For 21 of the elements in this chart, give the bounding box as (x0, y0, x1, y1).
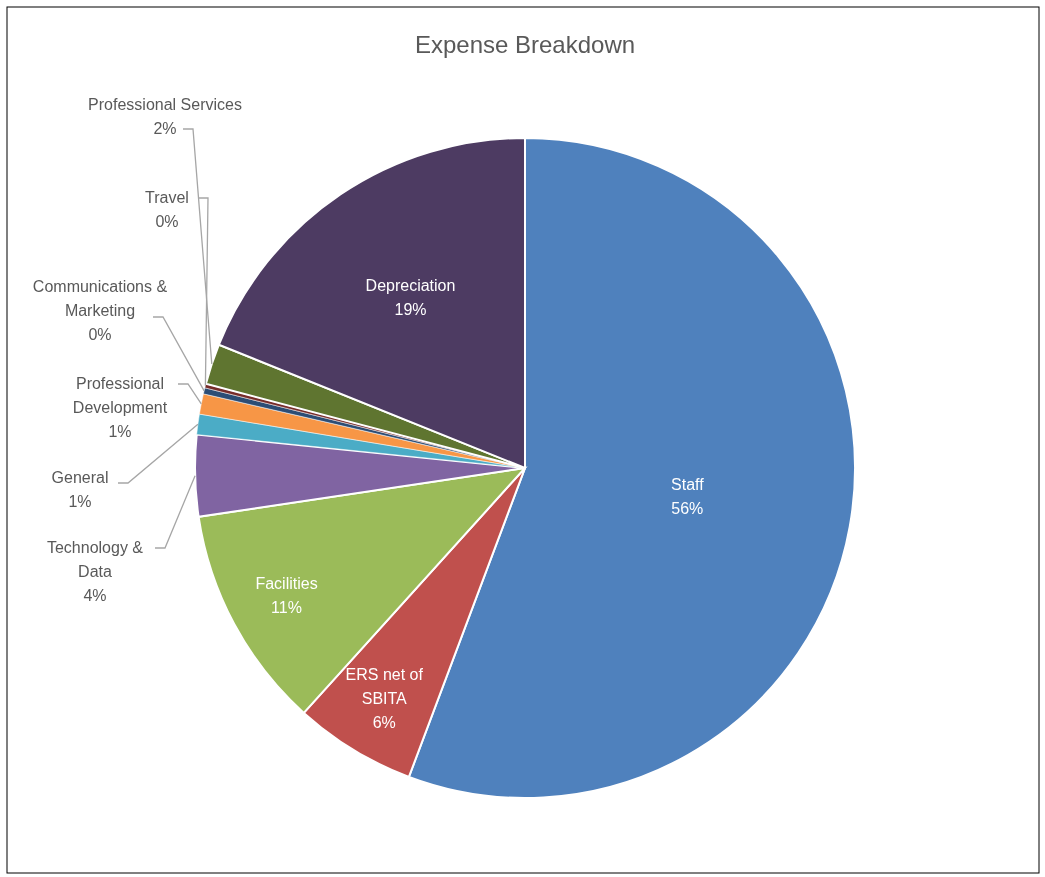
slice-label: Facilities (255, 574, 318, 592)
data-label: 1% (108, 423, 132, 440)
slice-label: Professional Services (88, 96, 242, 113)
slice-label: ERS net of SBITA (345, 666, 424, 708)
data-label: 0% (88, 326, 112, 343)
data-label: 0% (155, 213, 179, 230)
data-label: 4% (83, 587, 107, 604)
slice-label: Technology & Data (46, 539, 144, 580)
slice-label: Professional Development (72, 375, 168, 416)
slice-label: Staff (671, 476, 705, 494)
slice-label: Communications & Marketing (32, 278, 168, 319)
slice-label: Depreciation (365, 277, 456, 295)
slice-label: General (51, 469, 109, 486)
chart-title: Expense Breakdown (414, 31, 636, 58)
data-label: 1% (68, 493, 92, 510)
data-label: 6% (372, 714, 396, 732)
data-label: 19% (394, 301, 427, 319)
data-label: 11% (271, 598, 302, 616)
data-label: 2% (153, 120, 177, 137)
data-label: 56% (671, 500, 704, 518)
slice-label: Travel (145, 189, 189, 206)
